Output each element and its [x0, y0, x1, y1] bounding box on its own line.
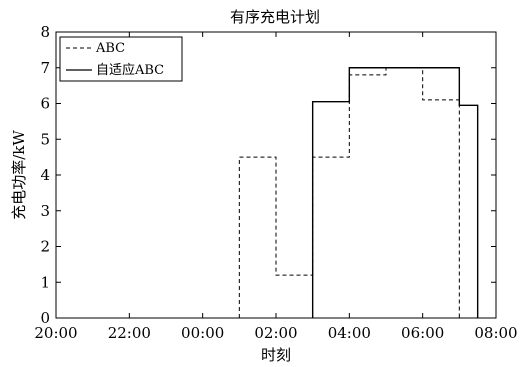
y-tick-label: 7 — [40, 59, 50, 77]
y-tick-label: 1 — [40, 273, 50, 291]
y-tick-label: 0 — [40, 309, 50, 327]
y-axis-label: 充电功率/kW — [10, 130, 28, 220]
legend-label-adaptive-abc: 自适应ABC — [96, 62, 164, 78]
y-tick-label: 4 — [40, 166, 50, 184]
x-tick-label: 02:00 — [254, 324, 297, 342]
plot-area: 0 1 2 3 4 5 6 7 8 20:00 22:00 00:00 02:00 04:00 06:00 0… — [34, 23, 517, 342]
x-axis-label: 时刻 — [261, 346, 291, 364]
x-tick-label: 22:00 — [108, 324, 151, 342]
series-layer — [238, 67, 479, 318]
y-tick-label: 6 — [40, 95, 50, 113]
series-line-adaptive-abc — [311, 67, 479, 318]
y-tick-label: 8 — [40, 23, 50, 41]
x-tick-label: 08:00 — [474, 324, 517, 342]
y-tick-label: 3 — [40, 202, 50, 220]
x-tick-label: 06:00 — [401, 324, 444, 342]
legend-label-abc: ABC — [95, 41, 125, 56]
legend-box — [59, 36, 183, 82]
ticks-layer: 0 1 2 3 4 5 6 7 8 20:00 22:00 00:00 02:00 04:00 06:00 0… — [34, 23, 517, 342]
series-line-abc — [238, 67, 460, 318]
x-tick-label: 04:00 — [328, 324, 371, 342]
x-tick-label: 20:00 — [34, 324, 77, 342]
x-tick-label: 00:00 — [181, 324, 224, 342]
y-tick-label: 5 — [40, 130, 50, 148]
legend: ABC 自适应ABC — [59, 36, 183, 82]
y-tick-label: 2 — [40, 238, 50, 256]
chart-title: 有序充电计划 — [230, 8, 320, 26]
